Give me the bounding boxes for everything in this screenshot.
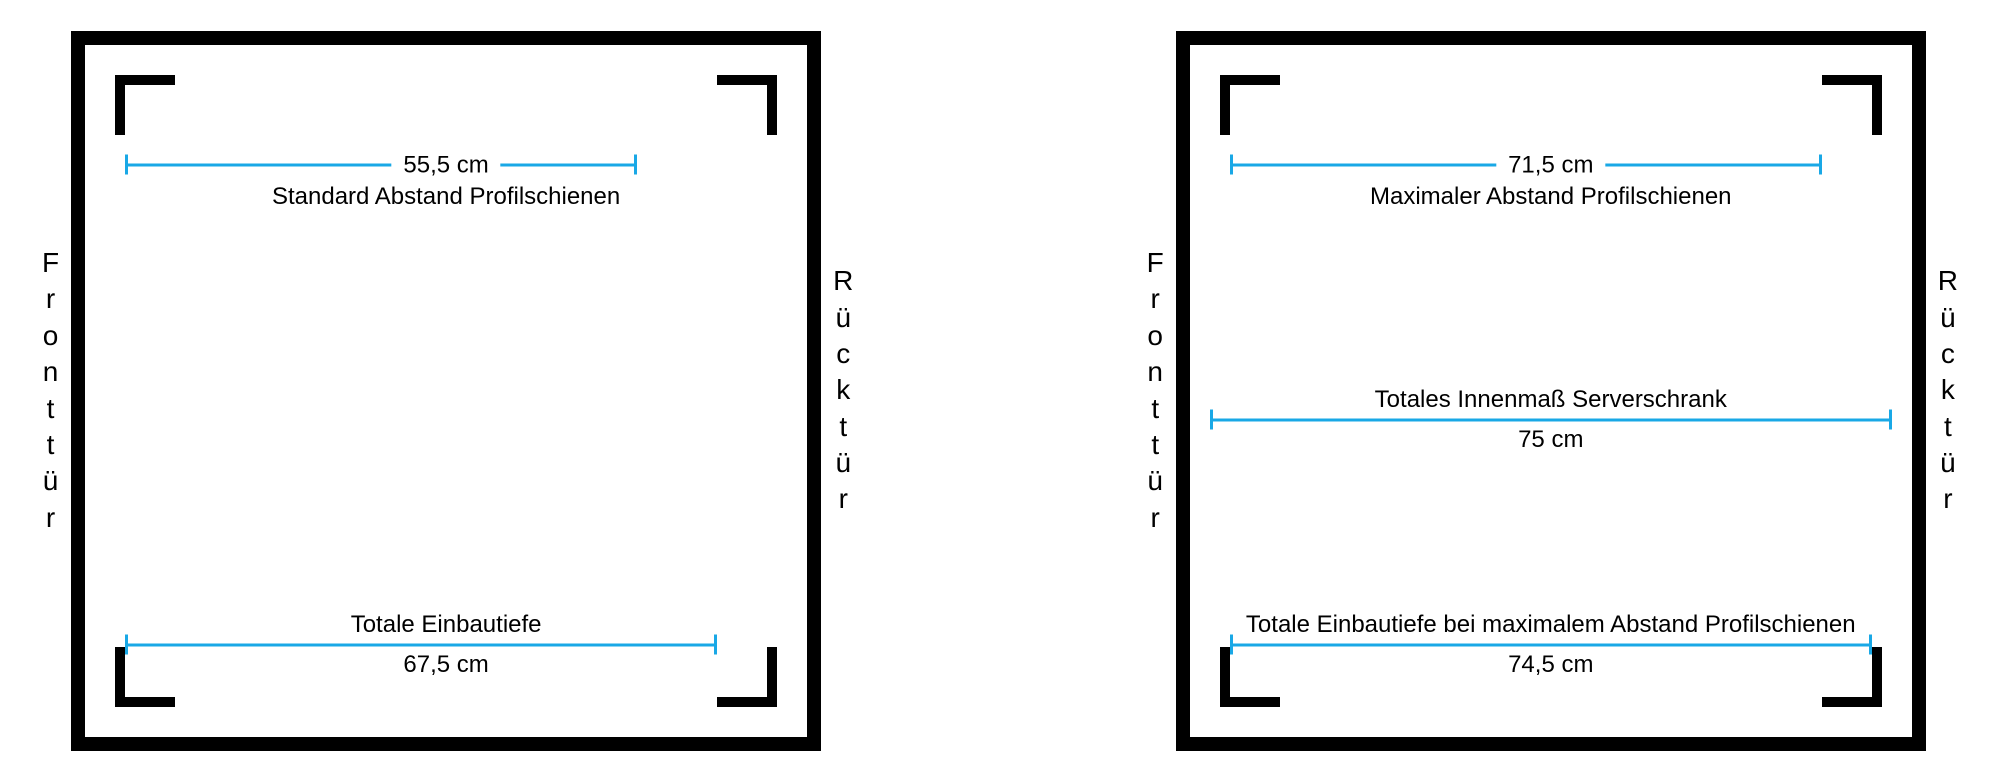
measure-value: 67,5 cm (391, 649, 500, 680)
measure-description: Standard Abstand Profilschienen (260, 181, 632, 212)
rear-door-label-right: Rücktür (1926, 263, 1970, 518)
measure-description: Totale Einbautiefe bei maximalem Abstand… (1234, 609, 1868, 640)
measure-description: Totale Einbautiefe (339, 609, 554, 640)
front-door-label-right: Fronttür (1135, 245, 1176, 536)
measure-line (125, 163, 637, 166)
measure-line (1230, 643, 1872, 646)
measure-value: 71,5 cm (1496, 149, 1605, 180)
rack-box-left: 55,5 cmStandard Abstand Profilschienen To… (71, 31, 821, 751)
panel-group-right: Fronttür 71,5 cmMaximaler Abstand Profil… (1135, 31, 1970, 751)
measure-value: 75 cm (1506, 424, 1595, 455)
diagram-container: Fronttür 55,5 cmStandard Abstand Profils… (0, 0, 2000, 781)
corner-bracket-top-left (1220, 75, 1280, 135)
corner-bracket-top-right (717, 75, 777, 135)
measure-value: 74,5 cm (1496, 649, 1605, 680)
corner-bracket-top-right (1822, 75, 1882, 135)
measure-line (125, 643, 717, 646)
measure-line (1210, 418, 1892, 421)
measure-description: Maximaler Abstand Profilschienen (1358, 181, 1744, 212)
measure-value: 55,5 cm (391, 149, 500, 180)
corner-bracket-top-left (115, 75, 175, 135)
rack-box-right: 71,5 cmMaximaler Abstand Profilschienen T… (1176, 31, 1926, 751)
panel-group-left: Fronttür 55,5 cmStandard Abstand Profils… (30, 31, 865, 751)
rear-door-label-left: Rücktür (821, 263, 865, 518)
front-door-label-left: Fronttür (30, 245, 71, 536)
corner-bracket-bottom-left (115, 647, 175, 707)
corner-bracket-bottom-right (1822, 647, 1882, 707)
corner-bracket-bottom-left (1220, 647, 1280, 707)
corner-bracket-bottom-right (717, 647, 777, 707)
measure-description: Totales Innenmaß Serverschrank (1363, 384, 1739, 415)
